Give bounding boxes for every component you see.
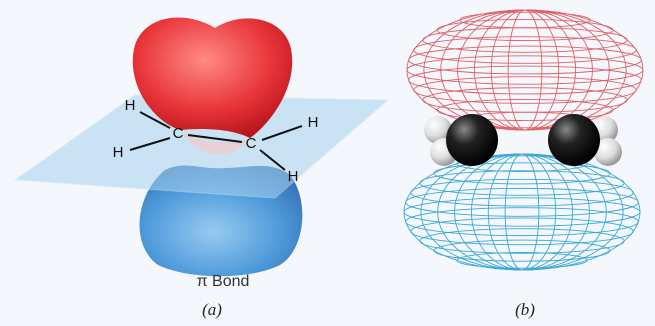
- caption: π Bond: [197, 273, 250, 290]
- carbon: [446, 114, 498, 166]
- carbon: [548, 114, 600, 166]
- figure: H C H C H H π Bond (a) (b): [0, 0, 655, 326]
- panel-label: (b): [515, 300, 535, 319]
- atom-label: H: [125, 97, 136, 114]
- page: H C H C H H π Bond (a) (b) (() => { cons…: [0, 0, 655, 326]
- atom-label: C: [246, 135, 257, 152]
- atom-label: H: [113, 144, 124, 161]
- atom-label: H: [288, 168, 299, 185]
- atom-label: C: [173, 125, 184, 142]
- atom-label: H: [308, 114, 319, 131]
- panel-label: (a): [202, 300, 222, 319]
